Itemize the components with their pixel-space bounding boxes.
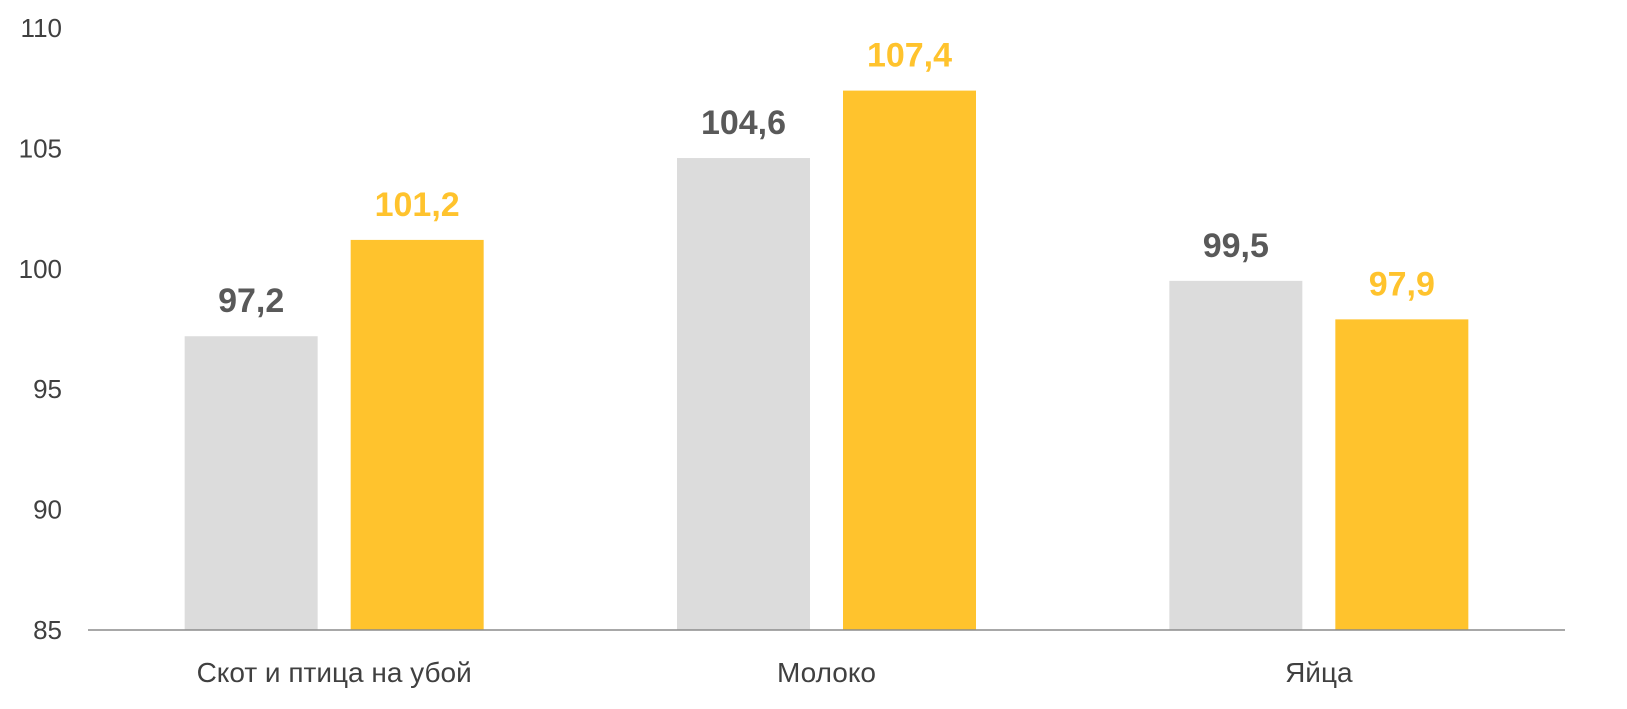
bar-series2-1: [350, 239, 484, 631]
bar-series2-2: [843, 90, 976, 630]
data-label: 99,5: [1203, 227, 1269, 265]
y-tick-label: 85: [33, 615, 62, 645]
x-category-label: Яйца: [1285, 657, 1353, 688]
y-tick-label: 95: [33, 374, 62, 404]
bar-series2-3: [1335, 319, 1469, 630]
y-tick-label: 100: [19, 254, 62, 284]
bar-series1-3: [1169, 280, 1303, 630]
x-category-label: Молоко: [777, 657, 876, 688]
data-label: 97,9: [1369, 265, 1435, 303]
data-label: 104,6: [701, 104, 786, 142]
x-category-label: Скот и птица на убой: [197, 657, 472, 688]
y-tick-label: 110: [21, 13, 62, 43]
y-tick-label: 105: [19, 133, 62, 163]
data-label: 107,4: [867, 37, 952, 75]
data-label: 101,2: [375, 186, 460, 224]
bar-series1-1: [184, 336, 318, 630]
data-label: 97,2: [218, 282, 284, 320]
y-tick-label: 90: [33, 495, 62, 525]
bar-series1-2: [677, 158, 810, 631]
